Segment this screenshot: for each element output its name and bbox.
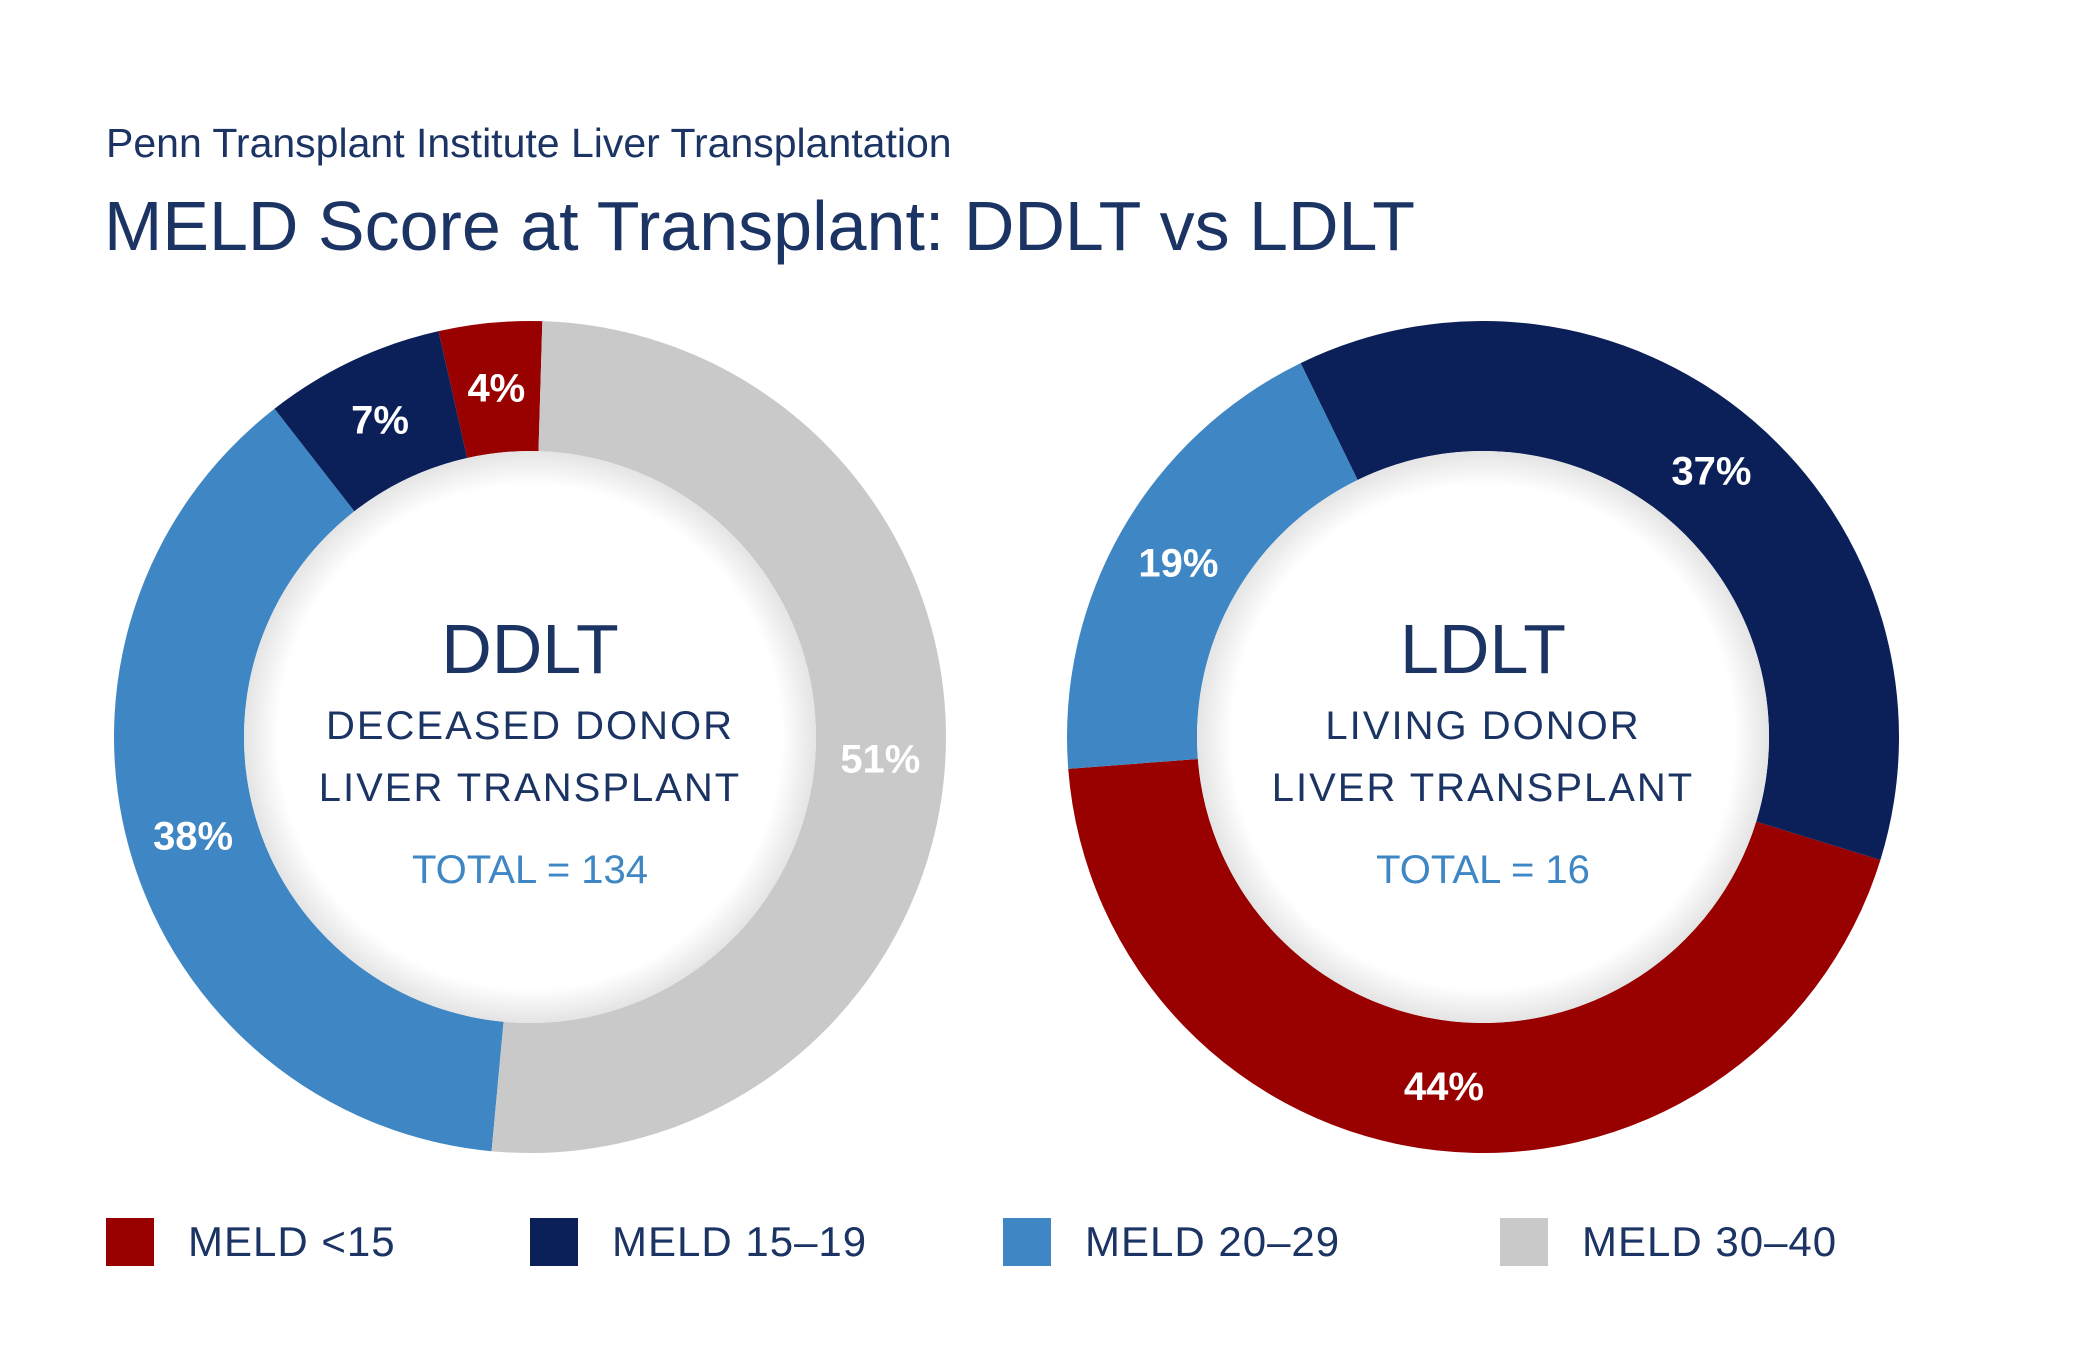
- center-line1: LIVING DONOR: [1325, 704, 1640, 748]
- legend-label: MELD <15: [188, 1218, 396, 1265]
- legend-label: MELD 30–40: [1582, 1218, 1838, 1265]
- slice-percent-label: 44%: [1404, 1065, 1484, 1109]
- legend-swatch: [106, 1218, 154, 1266]
- legend-item-meld-lt15: MELD <15: [106, 1218, 396, 1266]
- donut-hole: [1197, 451, 1769, 1023]
- legend-swatch: [530, 1218, 578, 1266]
- slice-percent-label: 7%: [351, 399, 409, 443]
- slice-percent-label: 19%: [1138, 542, 1218, 586]
- donut-slice: [1300, 321, 1899, 861]
- slice-percent-label: 51%: [840, 737, 920, 781]
- slice-percent-label: 4%: [467, 367, 525, 411]
- donut-slice: [274, 331, 468, 512]
- donut-slice: [114, 408, 504, 1152]
- center-title: LDLT: [1400, 610, 1566, 688]
- legend-swatch: [1003, 1218, 1051, 1266]
- donut-slice: [438, 321, 543, 458]
- legend-item-meld-30-40: MELD 30–40: [1500, 1218, 1837, 1266]
- center-line2: LIVER TRANSPLANT: [319, 766, 742, 810]
- center-line2: LIVER TRANSPLANT: [1272, 766, 1695, 810]
- legend-label: MELD 20–29: [1085, 1218, 1341, 1265]
- donut-slice: [1067, 363, 1358, 769]
- ddlt-donut: 4% 7% 38% 51% DDLT DECEASED DONOR LIVER TRANSP…: [114, 321, 947, 1154]
- donut-slice: [1068, 758, 1881, 1153]
- chart-title: MELD Score at Transplant: DDLT vs LDLT: [104, 187, 1416, 265]
- legend-item-meld-20-29: MELD 20–29: [1003, 1218, 1340, 1266]
- center-line1: DECEASED DONOR: [326, 704, 734, 748]
- center-total: TOTAL = 16: [1376, 848, 1590, 892]
- legend-label: MELD 15–19: [612, 1218, 868, 1265]
- slice-percent-label: 38%: [153, 815, 233, 859]
- slice-percent-label: 37%: [1671, 449, 1751, 493]
- legend-swatch: [1500, 1218, 1548, 1266]
- donut-hole: [244, 451, 816, 1023]
- legend-item-meld-15-19: MELD 15–19: [530, 1218, 867, 1266]
- legend: MELD <15 MELD 15–19 MELD 20–29 MELD 30–4…: [0, 1218, 2083, 1278]
- chart-subtitle: Penn Transplant Institute Liver Transpla…: [106, 120, 952, 166]
- donut-slice: [491, 321, 947, 1154]
- center-title: DDLT: [441, 610, 619, 688]
- center-total: TOTAL = 134: [412, 848, 648, 892]
- ldlt-donut: 44% 37% 19% LDLT LIVING DONOR LIVER TRANSPLAN…: [1067, 321, 1899, 1153]
